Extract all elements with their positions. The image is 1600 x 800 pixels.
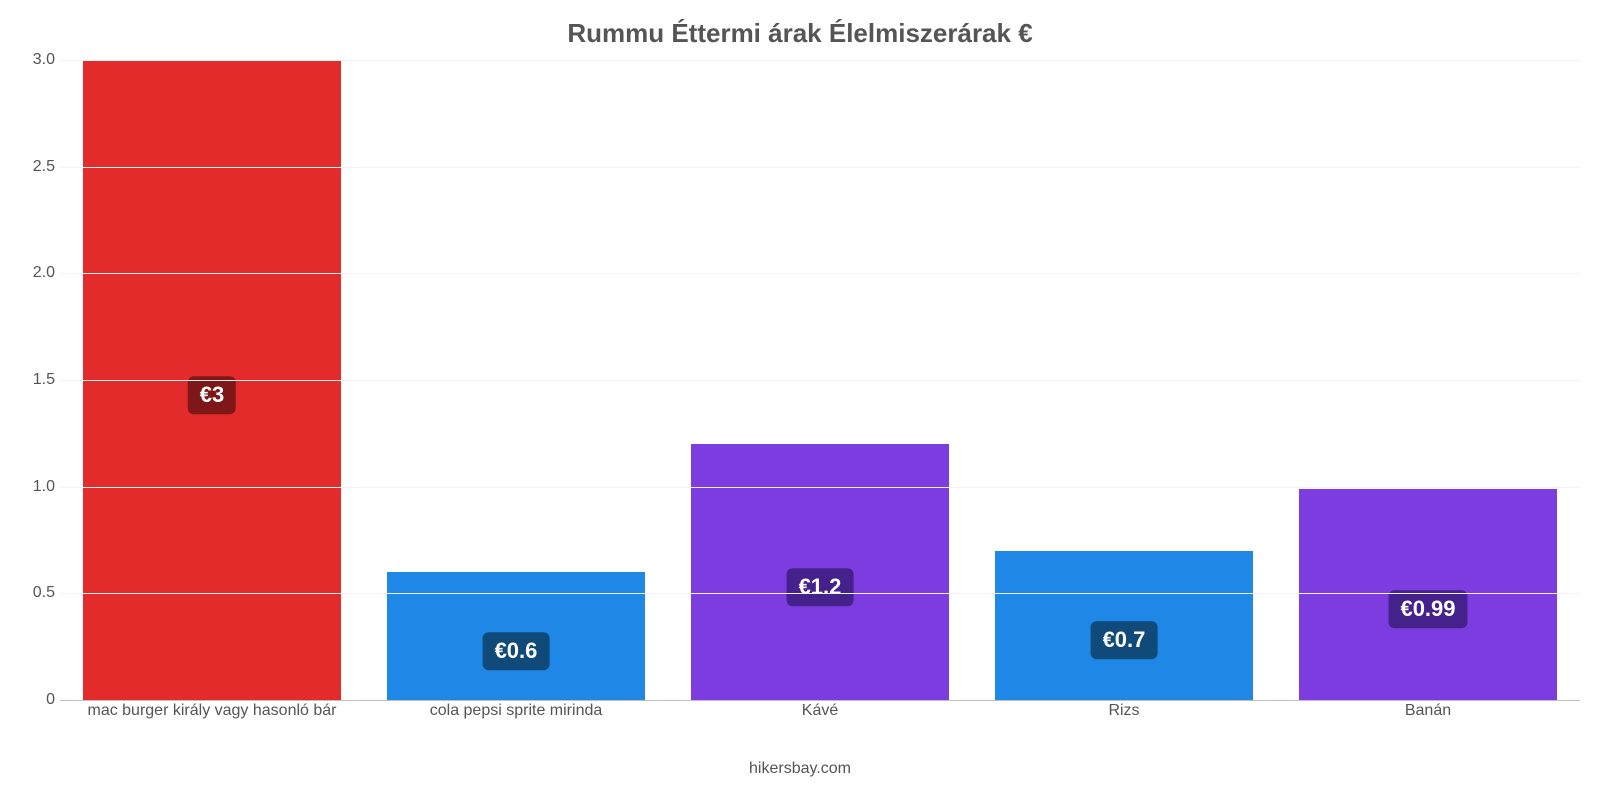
bar: €0.6 — [387, 572, 645, 700]
y-tick-label: 1.5 — [15, 371, 55, 389]
y-tick-label: 0 — [15, 691, 55, 709]
bar: €0.7 — [995, 551, 1253, 700]
x-tick-label: Kávé — [668, 702, 972, 720]
y-tick-label: 1.0 — [15, 478, 55, 496]
x-axis-labels: mac burger király vagy hasonló bárcola p… — [60, 702, 1580, 720]
plot-area: €3€0.6€1.2€0.7€0.99 00.51.01.52.02.53.0 — [60, 60, 1580, 700]
x-tick-label: cola pepsi sprite mirinda — [364, 702, 668, 720]
x-tick-label: mac burger király vagy hasonló bár — [60, 702, 364, 720]
y-tick-label: 2.0 — [15, 264, 55, 282]
chart-source: hikersbay.com — [0, 760, 1600, 778]
y-tick-label: 2.5 — [15, 158, 55, 176]
gridline — [60, 60, 1580, 61]
value-badge: €0.7 — [1091, 622, 1158, 660]
gridline — [60, 273, 1580, 274]
x-tick-label: Banán — [1276, 702, 1580, 720]
bar: €1.2 — [691, 444, 949, 700]
gridline — [60, 487, 1580, 488]
value-badge: €3 — [188, 376, 236, 414]
chart-title: Rummu Éttermi árak Élelmiszerárak € — [0, 18, 1600, 49]
value-badge: €1.2 — [787, 568, 854, 606]
bar: €0.99 — [1299, 489, 1557, 700]
y-tick-label: 0.5 — [15, 584, 55, 602]
gridline — [60, 700, 1580, 701]
value-badge: €0.99 — [1388, 591, 1467, 629]
x-tick-label: Rizs — [972, 702, 1276, 720]
gridline — [60, 167, 1580, 168]
gridline — [60, 593, 1580, 594]
y-tick-label: 3.0 — [15, 51, 55, 69]
chart-container: Rummu Éttermi árak Élelmiszerárak € €3 €0… — [0, 0, 1600, 800]
value-badge: €0.6 — [483, 632, 550, 670]
gridline — [60, 380, 1580, 381]
